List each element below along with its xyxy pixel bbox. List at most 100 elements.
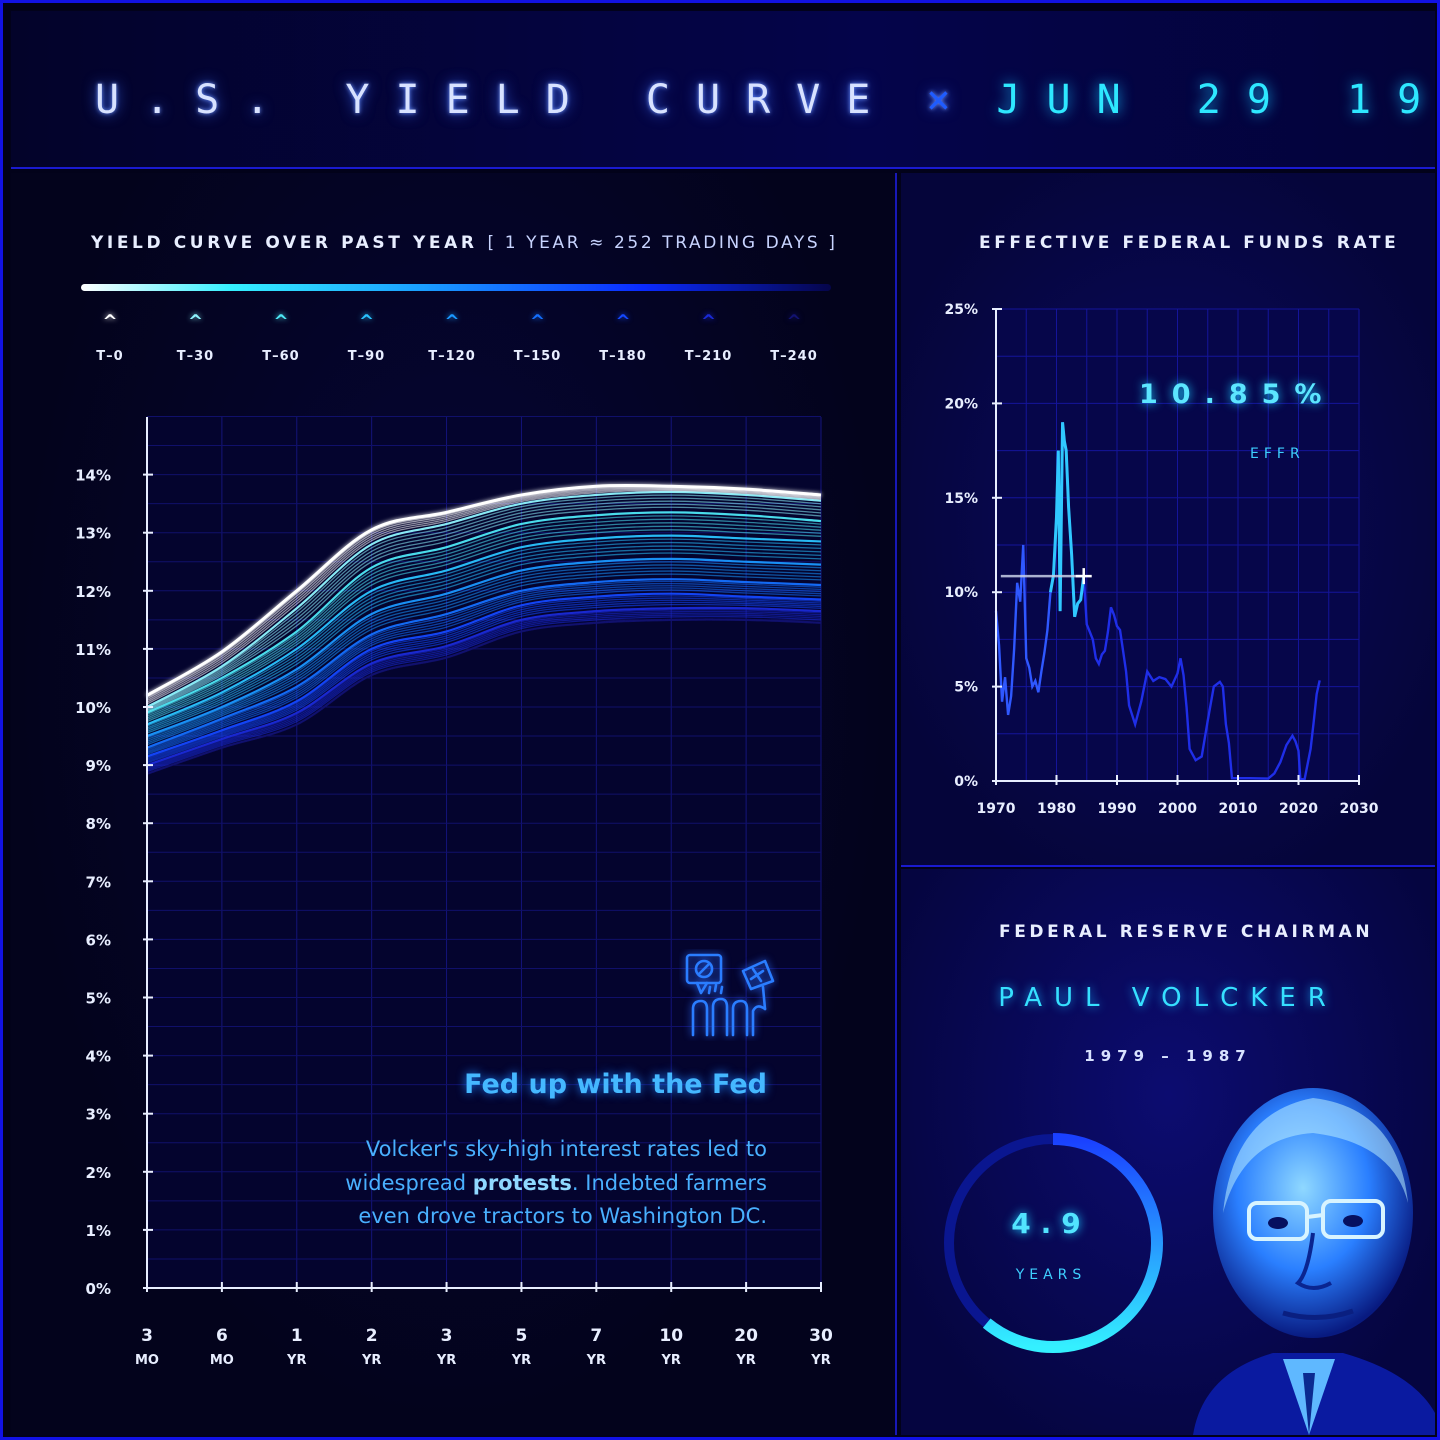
yield-curve-line <box>146 580 822 750</box>
yield-curve-line <box>146 582 822 751</box>
effr-line-volcker-era <box>1048 422 1086 618</box>
yield-curve-line <box>146 585 822 753</box>
x-tick-label: 7 <box>590 1326 602 1346</box>
yield-curve-line <box>146 494 822 709</box>
yield-curve-line <box>146 525 822 721</box>
yield-curve-line <box>146 545 822 731</box>
yield-curve-line <box>146 515 822 716</box>
legend-item: ^ T–60 <box>246 313 316 365</box>
effr-tick-labels: 0% 5% 10% 15% 20% 25% 1970 1980 1990 2000 2010 2020… <box>944 302 1378 817</box>
separator-icon: × <box>926 77 951 123</box>
yield-curve-line <box>146 552 822 734</box>
legend-item: ^ T–90 <box>332 311 402 365</box>
yield-curve-line <box>146 618 822 775</box>
effr-grid <box>996 308 1360 781</box>
x-tick-unit: YR <box>586 1353 606 1368</box>
y-tick-labels: 0% 1% 2% 3% 4% 5% 6% 7% 8% 9% 10% 11% 12% 13% 14% <box>75 467 153 1298</box>
x-tick-unit: YR <box>361 1353 381 1368</box>
legend-label: T–240 <box>770 349 818 364</box>
x-tick-unit: YR <box>735 1353 755 1368</box>
yield-curve-line <box>146 511 822 714</box>
page-title: U.S. YIELD CURVE × JUN 29 1984 <box>95 77 1440 123</box>
chairman-term-years: 1979 – 1987 <box>1084 1047 1252 1065</box>
legend-item: ^ T–0 <box>75 313 145 365</box>
yield-curve-line <box>146 610 822 769</box>
x-tick-unit: YR <box>810 1353 830 1368</box>
effr-y-tick-label: 0% <box>954 774 978 790</box>
protest-icon <box>685 953 775 1037</box>
effr-x-tick-label: 2020 <box>1279 801 1318 817</box>
x-tick-label: 1 <box>291 1326 303 1346</box>
yield-curve-chart: 0% 1% 2% 3% 4% 5% 6% 7% 8% 9% 10% 11% 12% 13% 14% 3 MO 6 M… <box>75 416 833 1368</box>
legend-item: ^ T–120 <box>417 313 487 365</box>
yield-curve-line <box>146 564 822 741</box>
yield-curve-line <box>146 592 822 758</box>
yield-curve-line <box>146 595 822 759</box>
effr-y-tick-label: 5% <box>954 680 978 696</box>
yield-curve-line <box>146 606 822 767</box>
yield-curve-title: YIELD CURVE OVER PAST YEAR [ 1 YEAR ≈ 252… <box>91 233 838 253</box>
y-tick-label: 12% <box>75 583 111 601</box>
y-tick-label: 5% <box>86 990 111 1008</box>
x-tick-label: 30 <box>809 1326 833 1346</box>
y-tick-label: 8% <box>86 815 111 833</box>
yield-curve-line <box>146 597 822 760</box>
y-tick-label: 6% <box>86 931 111 949</box>
y-tick-label: 9% <box>86 757 111 775</box>
legend-item: ^ T–240 <box>759 313 829 365</box>
y-tick-label: 10% <box>75 699 111 717</box>
yield-curve-line <box>146 518 822 717</box>
series-lines <box>146 484 822 775</box>
yield-curve-line <box>146 534 822 726</box>
yield-title-text: YIELD CURVE OVER PAST YEAR <box>91 233 478 253</box>
yield-curve-line <box>146 490 822 708</box>
x-tick-unit: YR <box>436 1353 456 1368</box>
callout-body-part1: Volcker's sky-high interest rates led to… <box>345 1137 767 1195</box>
y-tick-label: 1% <box>86 1222 111 1240</box>
y-tick-label: 2% <box>86 1164 111 1182</box>
yield-curve-line <box>146 557 822 738</box>
legend-item: ^ T–180 <box>588 313 658 365</box>
y-tick-label: 14% <box>75 467 111 485</box>
chairman-portrait <box>1193 1088 1435 1435</box>
yield-curve-line <box>146 561 822 739</box>
effr-x-tick-label: 1970 <box>977 801 1016 817</box>
callout-body-bold: protests <box>472 1170 572 1195</box>
effr-line-after <box>1082 576 1321 781</box>
legend-item: ^ T–150 <box>503 313 573 365</box>
legend-label: T–180 <box>599 349 647 364</box>
x-tick-unit: YR <box>511 1353 531 1368</box>
chevron-up-icon: ^ <box>358 311 375 332</box>
y-tick-label: 13% <box>75 525 111 543</box>
header-bar: U.S. YIELD CURVE × JUN 29 1984 <box>11 11 1437 169</box>
yield-curve-line <box>146 541 822 729</box>
effr-x-tick-label: 2000 <box>1158 801 1197 817</box>
legend-label: T–0 <box>96 349 124 364</box>
effr-value: 10.85% <box>1139 379 1336 410</box>
callout-title: Fed up with the Fed <box>464 1069 767 1100</box>
tenure-unit: YEARS <box>1015 1267 1087 1283</box>
yield-curve-current <box>146 483 822 697</box>
x-tick-unit: YR <box>286 1353 306 1368</box>
yield-curve-line <box>146 608 822 768</box>
x-tick-label: 3 <box>441 1326 453 1346</box>
tenure-value: 4.9 <box>1011 1207 1091 1240</box>
effr-y-tick-label: 10% <box>944 585 978 601</box>
yield-curve-line <box>146 570 822 744</box>
yield-curve-line <box>146 567 822 742</box>
yield-curve-line <box>146 587 822 754</box>
yield-curve-line <box>146 538 822 727</box>
axes <box>146 417 821 1289</box>
legend-gradient-bar <box>81 284 831 291</box>
tenure-ring <box>944 1133 1163 1353</box>
effr-y-tick-label: 15% <box>944 491 978 507</box>
x-tick-label: 2 <box>366 1326 378 1346</box>
yield-curve-line <box>146 489 822 705</box>
y-tick-label: 4% <box>86 1048 111 1066</box>
effr-title: EFFECTIVE FEDERAL FUNDS RATE <box>979 233 1400 253</box>
yield-curve-line <box>146 529 822 723</box>
title-date: JUN 29 1984 <box>996 77 1440 123</box>
legend-label: T–210 <box>684 349 733 364</box>
yield-curve-line <box>146 614 822 771</box>
